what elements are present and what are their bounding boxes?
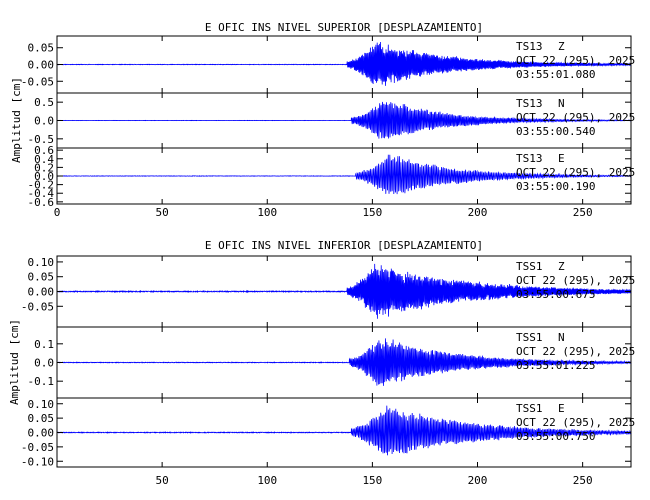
station-component: N <box>558 331 565 344</box>
record-time: 03:55:00.190 <box>516 180 595 193</box>
station-component: N <box>558 97 565 110</box>
record-time: 03:55:00.675 <box>516 288 595 301</box>
waveform-trace <box>56 405 631 456</box>
y-tick-label: 0.10 <box>28 398 55 411</box>
y-tick-label: 0.05 <box>28 42 55 55</box>
waveform-trace <box>56 338 631 386</box>
y-tick-label: 0.10 <box>28 256 55 269</box>
x-tick-label: 250 <box>573 206 593 219</box>
record-time: 03:55:00.540 <box>516 125 595 138</box>
station-component: E <box>558 152 565 165</box>
x-tick-label: 150 <box>362 206 382 219</box>
x-tick-label: 100 <box>257 206 277 219</box>
station-component: Z <box>558 260 565 273</box>
y-tick-label: 0.5 <box>34 96 54 109</box>
record-time: 03:55:01.080 <box>516 68 595 81</box>
y-tick-label: 0.00 <box>28 286 55 299</box>
y-tick-label: -0.2 <box>28 179 55 192</box>
station-code: TS13 <box>516 152 543 165</box>
waveform-trace <box>56 101 632 139</box>
y-tick-label: -0.10 <box>21 455 54 468</box>
x-tick-label: 200 <box>468 474 488 487</box>
x-tick-label: 50 <box>156 474 169 487</box>
station-component: Z <box>558 40 565 53</box>
y-axis-label: Amplitud [cm] <box>8 319 21 405</box>
y-tick-label: 0.6 <box>34 144 54 157</box>
record-date: OCT 22 (295), 2025 <box>516 111 635 124</box>
y-tick-label: 0.05 <box>28 412 55 425</box>
record-date: OCT 22 (295), 2025 <box>516 274 635 287</box>
x-tick-label: 0 <box>54 206 61 219</box>
record-date: OCT 22 (295), 2025 <box>516 54 635 67</box>
station-code: TSS1 <box>516 331 543 344</box>
chart-2: E OFIC INS NIVEL INFERIOR [DESPLAZAMIENT… <box>8 239 635 487</box>
y-tick-label: 0.05 <box>28 271 55 284</box>
waveform-trace <box>57 41 631 86</box>
y-tick-label: 0.00 <box>28 427 55 440</box>
y-tick-label: -0.4 <box>28 187 55 200</box>
station-code: TS13 <box>516 97 543 110</box>
record-date: OCT 22 (295), 2025 <box>516 416 635 429</box>
y-axis-label: Amplitud [cm] <box>10 77 23 163</box>
station-code: TS13 <box>516 40 543 53</box>
y-tick-label: 0.0 <box>34 170 54 183</box>
station-code: TSS1 <box>516 260 543 273</box>
x-tick-label: 250 <box>573 474 593 487</box>
record-date: OCT 22 (295), 2025 <box>516 345 635 358</box>
chart-title: E OFIC INS NIVEL INFERIOR [DESPLAZAMIENT… <box>205 239 483 252</box>
x-tick-label: 50 <box>156 206 169 219</box>
waveform-trace <box>56 263 632 319</box>
y-tick-label: 0.0 <box>34 357 54 370</box>
station-code: TSS1 <box>516 402 543 415</box>
y-tick-label: 0.1 <box>34 338 54 351</box>
chart-1: E OFIC INS NIVEL SUPERIOR [DESPLAZAMIENT… <box>10 21 635 219</box>
y-tick-label: -0.6 <box>28 196 55 209</box>
y-tick-label: -0.05 <box>21 441 54 454</box>
y-tick-label: 0.2 <box>34 161 54 174</box>
station-component: E <box>558 402 565 415</box>
x-tick-label: 100 <box>257 474 277 487</box>
record-time: 03:55:01.225 <box>516 359 595 372</box>
y-tick-label: -0.5 <box>28 133 55 146</box>
y-tick-label: -0.05 <box>21 75 54 88</box>
y-tick-label: 0.0 <box>34 115 54 128</box>
y-tick-label: -0.05 <box>21 300 54 313</box>
record-time: 03:55:00.750 <box>516 430 595 443</box>
chart-title: E OFIC INS NIVEL SUPERIOR [DESPLAZAMIENT… <box>205 21 483 34</box>
x-tick-label: 150 <box>362 474 382 487</box>
x-tick-label: 200 <box>468 206 488 219</box>
y-tick-label: 0.4 <box>34 153 54 166</box>
record-date: OCT 22 (295), 2025 <box>516 166 635 179</box>
waveform-trace <box>56 154 631 195</box>
y-tick-label: -0.1 <box>28 375 55 388</box>
y-tick-label: 0.00 <box>28 59 55 72</box>
